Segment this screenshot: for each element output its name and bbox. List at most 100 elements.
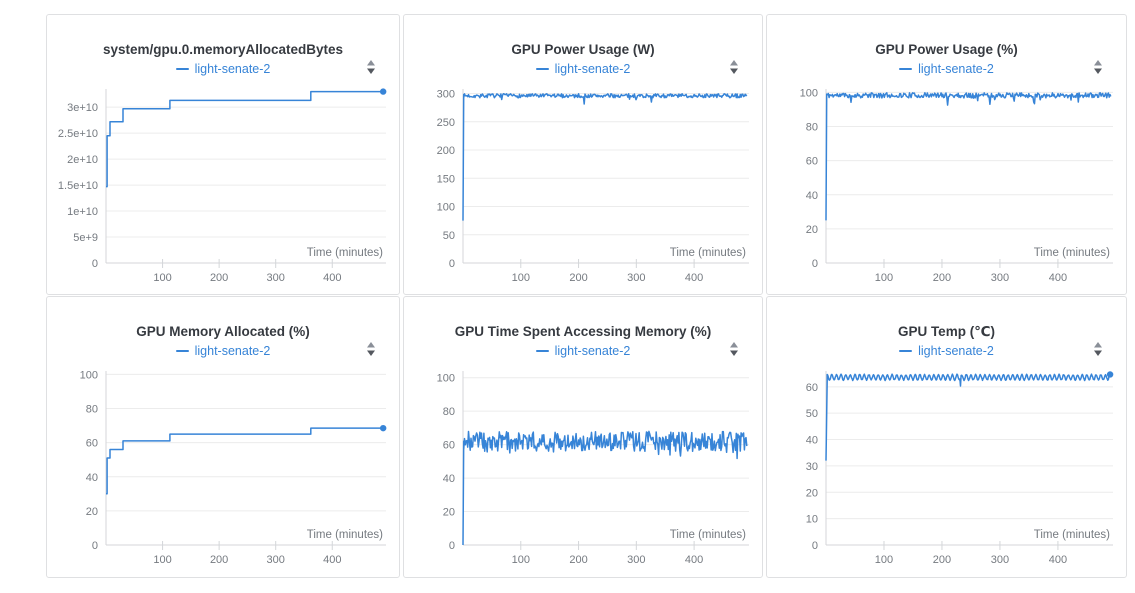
legend-run-name: light-senate-2 xyxy=(918,62,994,76)
y-tick-label: 60 xyxy=(806,156,818,168)
caret-up-down-icon[interactable] xyxy=(366,341,376,357)
series-line xyxy=(106,427,384,495)
series-line xyxy=(825,92,1112,221)
panel-title: system/gpu.0.memoryAllocatedBytes xyxy=(102,42,344,57)
y-tick-label: 0 xyxy=(449,258,455,270)
legend-line-swatch xyxy=(175,349,189,353)
legend[interactable]: light-senate-2 xyxy=(47,62,399,76)
x-tick-label: 300 xyxy=(991,272,1009,284)
y-tick-label: 80 xyxy=(443,406,455,418)
y-tick-label: 0 xyxy=(812,258,818,270)
chart-panel-gpu-temp[interactable]: GPU Temp (℃) light-senate-2 0 10 20 30 40 50 6… xyxy=(766,296,1127,578)
y-tick-label: 40 xyxy=(806,435,818,447)
x-tick-label: 100 xyxy=(875,272,893,284)
y-tick-label: 1.5e+10 xyxy=(58,180,98,192)
last-point-marker xyxy=(1106,371,1114,378)
x-tick-label: 200 xyxy=(933,272,951,284)
chart-canvas: 0 20 40 60 80 100 100 200 300 400 Time (minutes) xyxy=(800,87,1113,284)
legend[interactable]: light-senate-2 xyxy=(404,344,762,358)
y-tick-label: 200 xyxy=(437,145,455,157)
x-axis-label: Time (minutes) xyxy=(1034,247,1110,259)
x-tick-label: 100 xyxy=(512,554,530,566)
panel-title: GPU Memory Allocated (%) xyxy=(136,324,310,339)
legend-run-name: light-senate-2 xyxy=(918,344,994,358)
caret-up-down-icon[interactable] xyxy=(729,341,739,357)
y-tick-label: 1e+10 xyxy=(67,206,98,218)
plot-area[interactable]: 0 50 100 150 200 250 300 100 200 300 400 Time (minu… xyxy=(404,15,762,294)
legend-run-name: light-senate-2 xyxy=(554,344,631,358)
caret-up-down-icon[interactable] xyxy=(1093,59,1103,75)
y-tick-label: 0 xyxy=(92,258,98,270)
x-tick-label: 300 xyxy=(267,554,285,566)
panel-title: GPU Time Spent Accessing Memory (%) xyxy=(454,324,712,339)
plot-area[interactable]: 0 20 40 60 80 100 100 200 300 400 Time (minutes) xyxy=(767,15,1126,294)
y-tick-label: 100 xyxy=(437,373,455,385)
legend[interactable]: light-senate-2 xyxy=(767,62,1126,76)
x-tick-label: 100 xyxy=(512,272,530,284)
x-axis-label: Time (minutes) xyxy=(670,529,746,541)
plot-area[interactable]: 0 20 40 60 80 100 100 200 300 400 Time (minutes) xyxy=(404,297,762,577)
panel-title: GPU Power Usage (%) xyxy=(875,42,1018,57)
legend-line-swatch xyxy=(535,349,549,353)
y-tick-label: 60 xyxy=(443,440,455,452)
last-point-marker xyxy=(379,88,387,95)
plot-area[interactable]: 0 5e+9 1e+10 1.5e+10 2e+10 2.5e+10 3e+10 100 200… xyxy=(47,15,399,294)
y-tick-label: 20 xyxy=(443,507,455,519)
y-tick-label: 100 xyxy=(437,202,455,214)
x-tick-label: 100 xyxy=(875,554,893,566)
x-tick-label: 200 xyxy=(210,554,228,566)
legend-line-swatch xyxy=(175,67,189,71)
plot-area[interactable]: 0 10 20 30 40 50 60 100 200 300 400 Time (minutes) xyxy=(767,297,1126,577)
x-tick-label: 400 xyxy=(323,272,341,284)
chart-canvas: 0 10 20 30 40 50 60 100 200 300 400 Time (minutes) xyxy=(806,371,1114,566)
caret-up-down-icon[interactable] xyxy=(729,59,739,75)
x-axis-label: Time (minutes) xyxy=(307,529,383,541)
x-tick-label: 200 xyxy=(569,272,587,284)
y-tick-label: 100 xyxy=(800,87,818,99)
y-tick-label: 0 xyxy=(812,540,818,552)
chart-panel-gpu-power-usage-w[interactable]: GPU Power Usage (W) light-senate-2 0 50 10… xyxy=(403,14,763,295)
x-tick-label: 400 xyxy=(685,554,703,566)
y-tick-label: 0 xyxy=(92,540,98,552)
x-tick-label: 300 xyxy=(627,272,645,284)
chart-panel-gpu-time-accessing-memory[interactable]: GPU Time Spent Accessing Memory (%) ligh… xyxy=(403,296,763,578)
caret-up-down-icon[interactable] xyxy=(366,59,376,75)
x-tick-label: 200 xyxy=(569,554,587,566)
panel-title: GPU Temp (℃) xyxy=(897,324,996,339)
y-tick-label: 5e+9 xyxy=(73,232,98,244)
y-tick-label: 300 xyxy=(437,89,455,101)
plot-area[interactable]: 0 20 40 60 80 100 100 200 300 400 Time (minutes) xyxy=(47,297,399,577)
legend-run-name: light-senate-2 xyxy=(554,62,631,76)
chart-panel-gpu-memory-allocated-pct[interactable]: GPU Memory Allocated (%) light-senate-2 … xyxy=(46,296,400,578)
y-tick-label: 30 xyxy=(806,461,818,473)
x-tick-label: 100 xyxy=(153,554,171,566)
last-point-marker xyxy=(379,424,387,432)
legend[interactable]: light-senate-2 xyxy=(767,344,1126,358)
y-tick-label: 250 xyxy=(437,117,455,129)
x-tick-label: 200 xyxy=(933,554,951,566)
x-axis-label: Time (minutes) xyxy=(1034,529,1110,541)
x-tick-label: 100 xyxy=(153,272,171,284)
legend[interactable]: light-senate-2 xyxy=(404,62,762,76)
chart-canvas: 0 20 40 60 80 100 100 200 300 400 Time (minutes) xyxy=(437,371,749,566)
caret-up-down-icon[interactable] xyxy=(1093,341,1103,357)
x-tick-label: 400 xyxy=(1049,554,1067,566)
legend-run-name: light-senate-2 xyxy=(194,62,271,76)
y-tick-label: 40 xyxy=(806,190,818,202)
chart-panel-gpu-memory-allocated-bytes[interactable]: system/gpu.0.memoryAllocatedBytes light-… xyxy=(46,14,400,295)
y-tick-label: 80 xyxy=(86,404,98,416)
chart-canvas: 0 50 100 150 200 250 300 100 200 300 400 Time (minu… xyxy=(437,89,749,284)
chart-panel-gpu-power-usage-pct[interactable]: GPU Power Usage (%) light-senate-2 0 20 40… xyxy=(766,14,1127,295)
y-tick-label: 20 xyxy=(806,224,818,236)
legend-run-name: light-senate-2 xyxy=(194,344,271,358)
y-tick-label: 10 xyxy=(806,514,818,526)
series-line xyxy=(825,373,1111,461)
legend[interactable]: light-senate-2 xyxy=(47,344,399,358)
chart-canvas: 0 20 40 60 80 100 100 200 300 400 Time (minutes) xyxy=(80,369,387,566)
x-tick-label: 400 xyxy=(685,272,703,284)
y-tick-label: 150 xyxy=(437,173,455,185)
x-axis-label: Time (minutes) xyxy=(670,247,746,259)
y-tick-label: 40 xyxy=(86,472,98,484)
x-tick-label: 300 xyxy=(627,554,645,566)
